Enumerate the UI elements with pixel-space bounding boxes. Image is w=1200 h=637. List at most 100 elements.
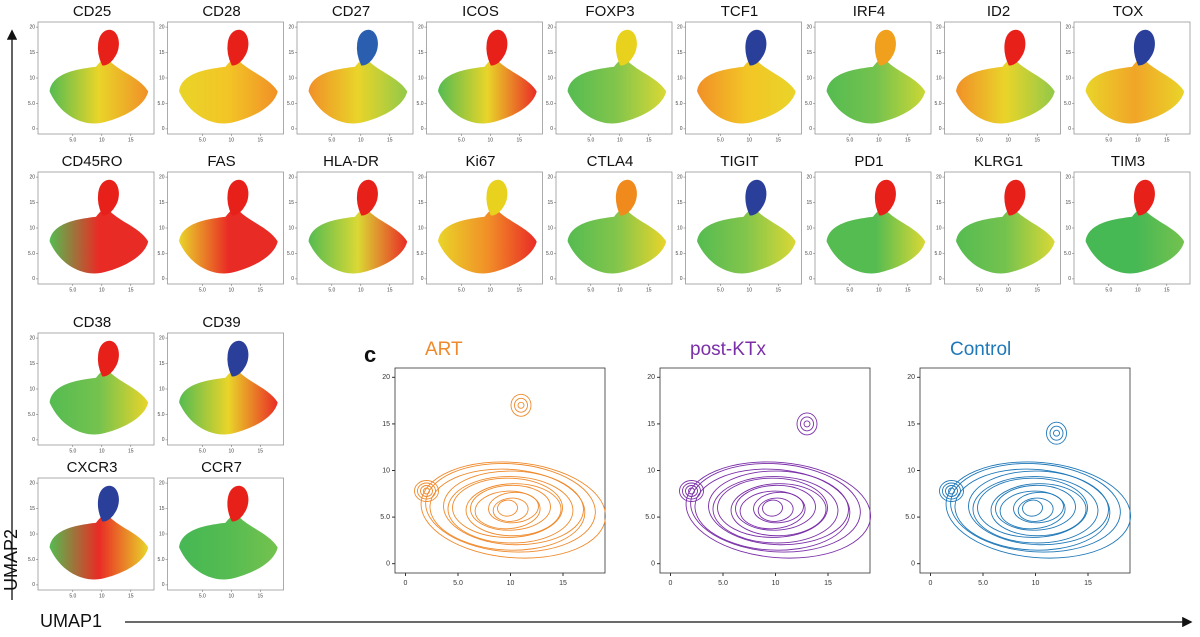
umap-body	[567, 208, 667, 274]
y-tick-label: 10	[288, 75, 294, 81]
contour	[492, 497, 529, 522]
x-tick-label: 15	[387, 137, 393, 143]
umap-island	[486, 179, 508, 216]
y-tick-label: 10	[418, 75, 424, 81]
y-tick-label: 15	[29, 506, 35, 512]
x-tick-label: 15	[1035, 137, 1041, 143]
y-tick-label: 10	[159, 75, 165, 81]
umap-body	[697, 208, 796, 274]
umap-island	[1004, 179, 1026, 216]
umap-body	[826, 58, 926, 124]
y-tick-label: 0	[386, 561, 390, 568]
x-tick-label: 10	[772, 580, 780, 587]
y-tick-label: 5.0	[905, 514, 915, 521]
y-tick-label: 5.0	[935, 101, 942, 107]
x-tick-label: 15	[258, 137, 264, 143]
y-tick-label: 10	[1065, 225, 1071, 231]
contour	[739, 490, 806, 530]
y-tick-label: 10	[806, 225, 812, 231]
y-tick-label: 5.0	[1064, 251, 1071, 257]
x-tick-label: 15	[1164, 287, 1170, 293]
y-tick-label: 10	[936, 225, 942, 231]
umap-body	[438, 208, 537, 274]
y-tick-label: 10	[806, 75, 812, 81]
y-tick-label: 15	[29, 361, 35, 367]
umap-island	[615, 179, 637, 216]
contour	[942, 482, 961, 500]
x-tick-label: 10	[99, 448, 105, 454]
y-tick-label: 15	[159, 506, 165, 512]
panel-title: CD27	[332, 3, 370, 20]
contour	[999, 490, 1066, 530]
y-tick-label: 0	[1068, 126, 1071, 132]
y-tick-label: 10	[29, 531, 35, 537]
contour	[414, 480, 439, 502]
contour	[682, 482, 701, 500]
y-tick-label: 0	[809, 276, 812, 282]
panel-title: CD39	[202, 314, 240, 331]
panel-title: CD28	[202, 3, 240, 20]
umap-body	[697, 58, 796, 124]
umap-island	[615, 29, 637, 66]
x-tick-label: 10	[488, 287, 494, 293]
y-tick-label: 20	[159, 24, 165, 30]
y-tick-label: 15	[29, 50, 35, 56]
y-tick-label: 15	[1065, 50, 1071, 56]
contour	[1022, 499, 1043, 517]
y-tick-label: 5.0	[158, 251, 165, 257]
panel-title: Ki67	[465, 153, 495, 170]
contour	[688, 487, 695, 495]
y-tick-label: 5.0	[158, 412, 165, 418]
x-tick-label: 15	[258, 593, 264, 599]
y-tick-label: 10	[382, 467, 390, 474]
panel-title: TOX	[1113, 3, 1144, 20]
y-tick-label: 5.0	[158, 101, 165, 107]
y-tick-label: 20	[288, 24, 294, 30]
y-tick-label: 5.0	[676, 101, 683, 107]
x-tick-label: 15	[128, 137, 134, 143]
panel-title: ID2	[987, 3, 1010, 20]
umap-island	[356, 29, 378, 66]
panel-title: KLRG1	[974, 153, 1023, 170]
y-tick-label: 5.0	[287, 101, 294, 107]
y-tick-label: 0	[421, 276, 424, 282]
panel-title: CD45RO	[62, 153, 123, 170]
x-tick-label: 5.0	[199, 448, 206, 454]
x-tick-label: 5.0	[846, 137, 853, 143]
contour	[977, 477, 1088, 538]
x-tick-label: 15	[559, 580, 567, 587]
y-tick-label: 10	[159, 531, 165, 537]
contour	[517, 401, 525, 409]
x-tick-label: 15	[776, 287, 782, 293]
umap-island	[227, 340, 249, 377]
y-tick-label: 20	[29, 24, 35, 30]
x-tick-label: 15	[1084, 580, 1092, 587]
x-tick-label: 15	[1164, 137, 1170, 143]
y-tick-label: 20	[29, 335, 35, 341]
x-tick-label: 15	[128, 448, 134, 454]
y-tick-label: 5.0	[417, 251, 424, 257]
x-tick-label: 5.0	[587, 137, 594, 143]
contour	[968, 470, 1109, 546]
panel-title: CD25	[73, 3, 111, 20]
y-tick-label: 20	[547, 174, 553, 180]
y-tick-label: 5.0	[417, 101, 424, 107]
y-tick-label: 15	[547, 200, 553, 206]
contour	[470, 484, 551, 531]
y-tick-label: 15	[288, 50, 294, 56]
contour	[735, 484, 816, 531]
contour	[945, 485, 958, 497]
umap-body	[49, 208, 149, 274]
contour	[465, 483, 562, 537]
x-tick-label: 10	[617, 287, 623, 293]
y-tick-label: 20	[907, 374, 915, 381]
y-tick-label: 5.0	[28, 412, 35, 418]
contour	[803, 420, 811, 428]
y-tick-label: 20	[806, 24, 812, 30]
y-tick-label: 5.0	[935, 251, 942, 257]
y-tick-label: 0	[162, 126, 165, 132]
x-tick-label: 0	[669, 580, 673, 587]
umap-island	[356, 179, 378, 216]
umap-island	[1133, 29, 1155, 66]
y-tick-label: 0	[809, 126, 812, 132]
